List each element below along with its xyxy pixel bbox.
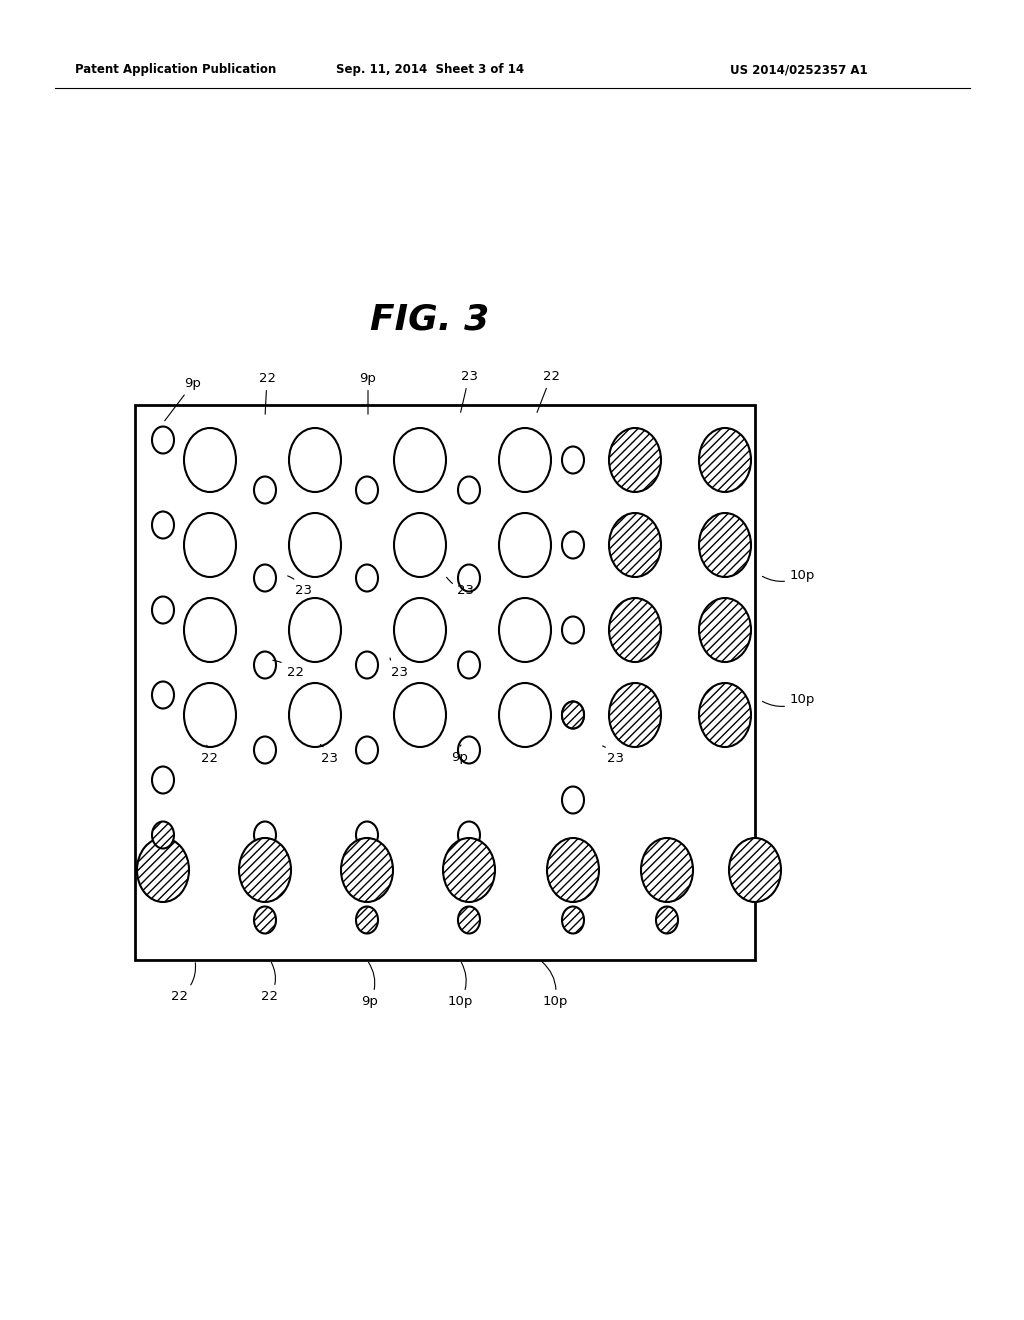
Ellipse shape <box>356 652 378 678</box>
Ellipse shape <box>289 428 341 492</box>
Ellipse shape <box>499 682 551 747</box>
Ellipse shape <box>499 598 551 663</box>
Ellipse shape <box>254 737 276 763</box>
Ellipse shape <box>289 598 341 663</box>
Text: 23: 23 <box>288 576 312 597</box>
Ellipse shape <box>394 682 446 747</box>
Ellipse shape <box>184 598 236 663</box>
Ellipse shape <box>699 682 751 747</box>
Ellipse shape <box>609 682 662 747</box>
Ellipse shape <box>356 737 378 763</box>
Ellipse shape <box>641 838 693 902</box>
Ellipse shape <box>152 821 174 849</box>
Ellipse shape <box>499 513 551 577</box>
Ellipse shape <box>356 565 378 591</box>
Ellipse shape <box>699 428 751 492</box>
Ellipse shape <box>609 598 662 663</box>
Ellipse shape <box>562 701 584 729</box>
Text: 22: 22 <box>171 962 196 1003</box>
Ellipse shape <box>609 428 662 492</box>
Ellipse shape <box>547 838 599 902</box>
Ellipse shape <box>184 428 236 492</box>
Ellipse shape <box>656 907 678 933</box>
Text: 23: 23 <box>446 577 474 597</box>
Ellipse shape <box>289 682 341 747</box>
Ellipse shape <box>356 821 378 849</box>
Text: 9p: 9p <box>361 962 379 1008</box>
Ellipse shape <box>562 532 584 558</box>
Text: 23: 23 <box>390 657 409 678</box>
Ellipse shape <box>152 426 174 454</box>
Ellipse shape <box>356 907 378 933</box>
Ellipse shape <box>356 477 378 503</box>
Text: 9p: 9p <box>165 378 202 421</box>
Ellipse shape <box>184 682 236 747</box>
Bar <box>135 405 755 960</box>
Ellipse shape <box>609 513 662 577</box>
Text: 10p: 10p <box>763 693 815 706</box>
Ellipse shape <box>458 565 480 591</box>
Ellipse shape <box>458 477 480 503</box>
Text: 9p: 9p <box>359 372 377 414</box>
Text: 10p: 10p <box>447 962 473 1008</box>
Text: FIG. 3: FIG. 3 <box>371 304 489 337</box>
Text: 10p: 10p <box>763 569 815 582</box>
Ellipse shape <box>394 598 446 663</box>
Ellipse shape <box>562 701 584 729</box>
Ellipse shape <box>289 513 341 577</box>
Text: 22: 22 <box>272 660 303 678</box>
Ellipse shape <box>729 838 781 902</box>
Text: 23: 23 <box>461 370 477 412</box>
Ellipse shape <box>443 838 495 902</box>
Ellipse shape <box>254 477 276 503</box>
Ellipse shape <box>499 428 551 492</box>
Ellipse shape <box>184 513 236 577</box>
Text: 23: 23 <box>602 746 625 764</box>
Text: 23: 23 <box>321 744 339 764</box>
Ellipse shape <box>254 565 276 591</box>
Ellipse shape <box>699 598 751 663</box>
Text: 9p: 9p <box>452 744 468 764</box>
Ellipse shape <box>562 446 584 474</box>
Text: 22: 22 <box>261 962 279 1003</box>
Text: 22: 22 <box>202 746 218 764</box>
Text: 10p: 10p <box>542 962 567 1008</box>
Ellipse shape <box>137 838 189 902</box>
Text: 22: 22 <box>258 372 275 414</box>
Ellipse shape <box>152 511 174 539</box>
Text: 22: 22 <box>537 370 559 412</box>
Ellipse shape <box>394 428 446 492</box>
Ellipse shape <box>254 907 276 933</box>
Ellipse shape <box>152 767 174 793</box>
Ellipse shape <box>254 821 276 849</box>
Ellipse shape <box>458 652 480 678</box>
Text: Patent Application Publication: Patent Application Publication <box>75 63 276 77</box>
Ellipse shape <box>458 737 480 763</box>
Ellipse shape <box>341 838 393 902</box>
Text: Sep. 11, 2014  Sheet 3 of 14: Sep. 11, 2014 Sheet 3 of 14 <box>336 63 524 77</box>
Ellipse shape <box>152 597 174 623</box>
Ellipse shape <box>458 907 480 933</box>
Ellipse shape <box>562 616 584 644</box>
Ellipse shape <box>394 513 446 577</box>
Ellipse shape <box>458 821 480 849</box>
Ellipse shape <box>699 513 751 577</box>
Ellipse shape <box>562 787 584 813</box>
Ellipse shape <box>562 907 584 933</box>
Ellipse shape <box>239 838 291 902</box>
Text: US 2014/0252357 A1: US 2014/0252357 A1 <box>730 63 867 77</box>
Ellipse shape <box>152 681 174 709</box>
Ellipse shape <box>254 652 276 678</box>
